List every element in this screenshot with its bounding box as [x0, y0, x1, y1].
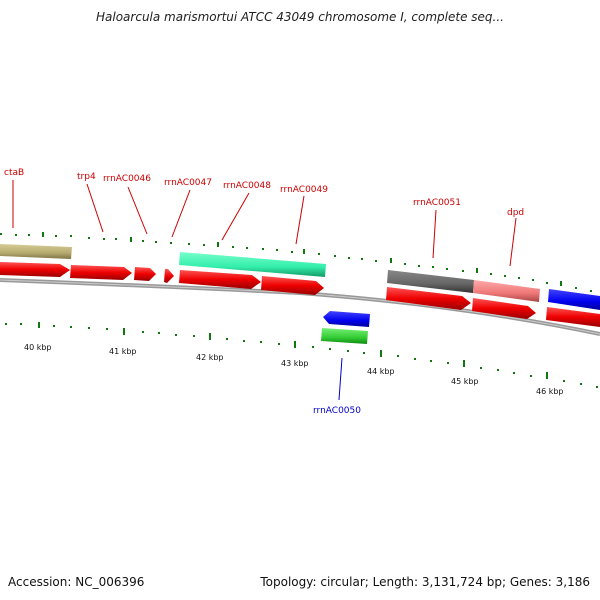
cds-arrow[interactable] [0, 262, 70, 277]
lower-tick-row [5, 322, 598, 388]
map-title: Haloarcula marismortui ATCC 43049 chromo… [96, 10, 504, 24]
kbp-label: 41 kbp [109, 347, 137, 356]
gene-rrnAC0050[interactable] [323, 311, 370, 327]
gene-label[interactable]: rrnAC0047 [164, 178, 212, 188]
cds-rrnAC0050[interactable] [321, 328, 368, 344]
cds-arrow[interactable] [386, 287, 471, 310]
gene-label[interactable]: ctaB [4, 168, 24, 178]
upper-tick-row [0, 232, 592, 292]
kbp-label: 44 kbp [367, 367, 395, 376]
gene-label[interactable]: trp4 [77, 172, 96, 182]
gene-rrnAC0051[interactable] [387, 270, 474, 293]
cds-arrow[interactable] [261, 276, 324, 295]
kbp-label: 45 kbp [451, 377, 479, 386]
cds-arrow[interactable] [472, 298, 536, 319]
cds-arrow[interactable] [70, 265, 132, 280]
cds-arrow[interactable] [179, 270, 261, 289]
gene-label[interactable]: rrnAC0051 [413, 198, 461, 208]
gene-rrnAC0048[interactable] [179, 252, 326, 277]
kbp-label: 40 kbp [24, 343, 52, 352]
kbp-label: 46 kbp [536, 387, 564, 396]
kbp-label: 43 kbp [281, 359, 309, 368]
gene-dpd[interactable] [473, 280, 540, 302]
cds-arrow[interactable] [134, 267, 156, 281]
gene-blue[interactable] [548, 289, 600, 310]
gene-track [0, 244, 600, 310]
kbp-label: 42 kbp [196, 353, 224, 362]
gene-label[interactable]: rrnAC0050 [313, 406, 361, 416]
reverse-track [321, 311, 370, 344]
cds-track [0, 262, 600, 327]
gene-label[interactable]: rrnAC0048 [223, 181, 271, 191]
accession-text: Accession: NC_006396 [8, 575, 145, 589]
cds-arrow[interactable] [164, 269, 174, 283]
gene-label[interactable]: rrnAC0049 [280, 185, 328, 195]
cds-arrow[interactable] [546, 307, 600, 327]
genome-summary-text: Topology: circular; Length: 3,131,724 bp… [260, 575, 590, 589]
gene-ctaB[interactable] [0, 244, 72, 259]
gene-label[interactable]: rrnAC0046 [103, 174, 151, 184]
gene-label[interactable]: dpd [507, 208, 524, 218]
label-leaders [12, 180, 517, 401]
